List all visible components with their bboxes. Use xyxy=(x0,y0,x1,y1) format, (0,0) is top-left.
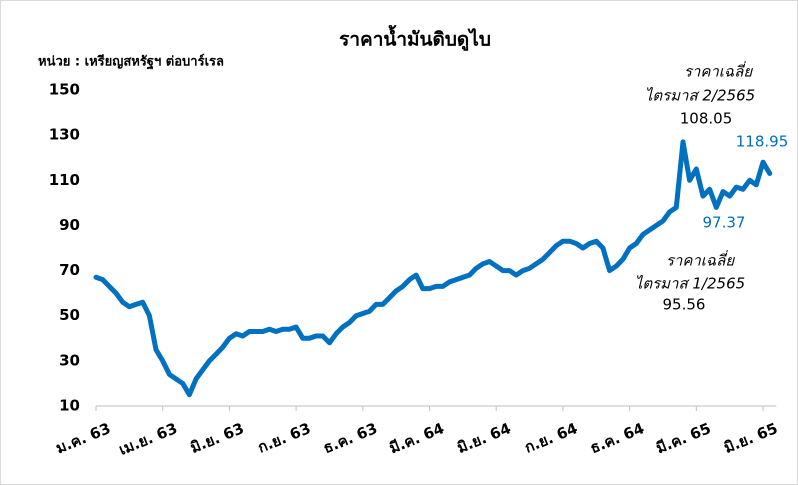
annotation: 97.37 xyxy=(703,214,746,232)
y-tick-label: 30 xyxy=(59,351,80,369)
annotation: ไตรมาส 1/2565 xyxy=(635,275,745,293)
y-tick-label: 10 xyxy=(59,397,80,415)
y-tick-label: 70 xyxy=(59,261,80,279)
annotation: 118.95 xyxy=(736,133,789,151)
y-tick-label: 90 xyxy=(59,216,80,234)
annotation: ราคาเฉลี่ย xyxy=(666,250,735,270)
y-tick-label: 150 xyxy=(49,81,80,99)
annotation: 95.56 xyxy=(663,296,706,314)
annotation: ราคาเฉลี่ย xyxy=(684,61,753,81)
annotation: 108.05 xyxy=(680,110,733,128)
price-line xyxy=(93,139,773,398)
y-tick-label: 130 xyxy=(49,126,80,144)
annotation: ไตรมาส 2/2565 xyxy=(645,87,755,105)
y-tick-label: 110 xyxy=(49,171,80,189)
chart-title: ราคาน้ำมันดิบดูไบ xyxy=(339,25,491,52)
y-tick-label: 50 xyxy=(59,306,80,324)
unit-label: หน่วย : เหรียญสหรัฐฯ ต่อบาร์เรล xyxy=(38,54,224,71)
